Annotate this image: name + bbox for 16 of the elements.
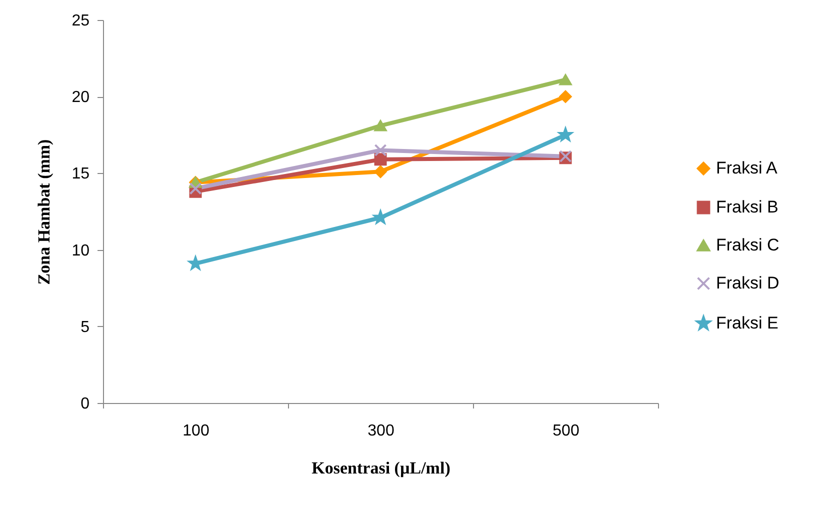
y-tick-label: 10 xyxy=(72,242,90,260)
y-tick-label: 0 xyxy=(80,396,90,412)
x-tick-label: 100 xyxy=(182,422,210,440)
y-tick-label: 25 xyxy=(72,12,90,30)
legend-label: Fraksi D xyxy=(716,274,780,292)
y-tick-label: 5 xyxy=(80,318,90,336)
y-tick-label: 15 xyxy=(72,166,90,183)
y-tick-label: 20 xyxy=(72,89,90,106)
legend-label: Fraksi B xyxy=(716,198,778,216)
legend-label: Fraksi E xyxy=(716,314,778,332)
x-axis-title: Kosentrasi (µL/ml) xyxy=(312,458,450,478)
x-tick-label: 300 xyxy=(368,422,394,440)
legend-label: Fraksi A xyxy=(716,158,778,178)
x-tick-label: 500 xyxy=(552,422,580,440)
y-axis-title: Zona Hambat (mm) xyxy=(34,139,54,285)
legend-label: Fraksi C xyxy=(716,236,780,254)
